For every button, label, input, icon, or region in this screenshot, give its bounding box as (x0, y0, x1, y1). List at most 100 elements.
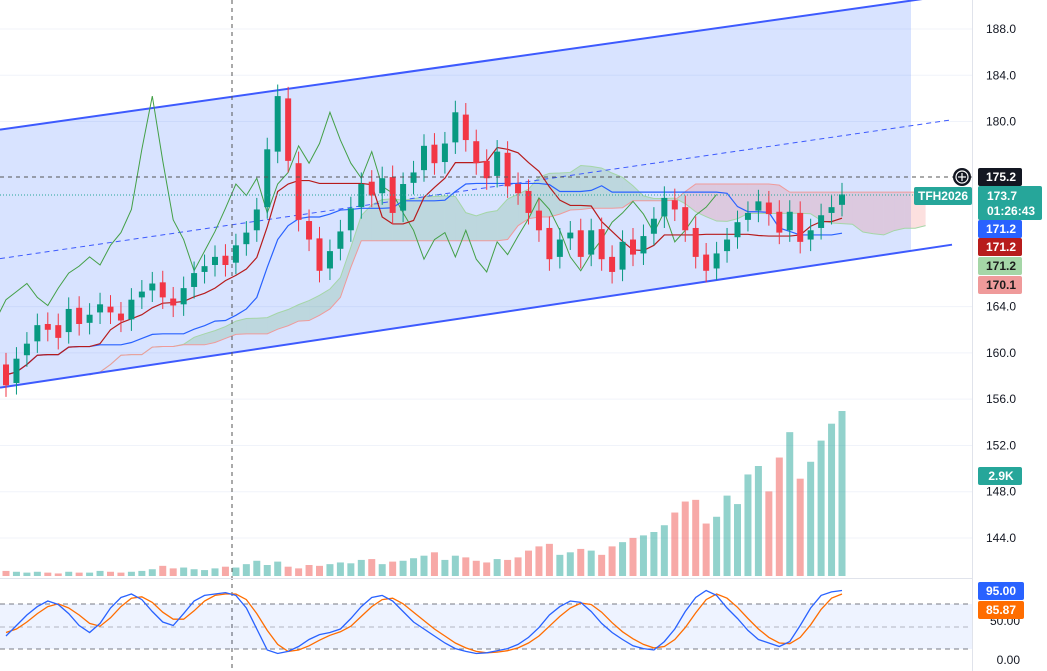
volume-bar (221, 566, 229, 576)
price-tick-label: 184.0 (986, 68, 1016, 82)
volume-bar (671, 512, 679, 576)
volume-bar (754, 466, 762, 576)
cloud-segment (288, 304, 299, 326)
volume-bar (316, 565, 323, 576)
candles (3, 84, 845, 397)
candle-body (797, 212, 804, 242)
volume-bar (232, 567, 240, 576)
volume-bar (807, 461, 815, 576)
price-tick-label: 152.0 (986, 438, 1016, 452)
candle-body (483, 160, 490, 179)
cloud-segment (862, 192, 874, 234)
volume-bar (577, 548, 585, 576)
volume-bar (410, 558, 418, 576)
cloud-segment (894, 192, 905, 231)
cloud-segment (424, 196, 435, 241)
volume-bar (44, 572, 52, 576)
cloud-segment (340, 247, 351, 298)
channel-upper-line[interactable] (0, 0, 952, 131)
price-tick-label: 148.0 (986, 485, 1016, 499)
candle-body (358, 184, 365, 208)
volume-bar (107, 571, 114, 576)
span-b-badge: 170.1 (978, 276, 1022, 294)
candle-body (682, 207, 689, 231)
candle-body (671, 200, 678, 210)
candle-body (306, 221, 313, 240)
conversion-line (5, 146, 843, 376)
candle-body (191, 273, 198, 287)
crosshair-add-icon[interactable] (953, 168, 971, 186)
crosshair-price-badge: 175.2 (978, 168, 1022, 186)
candle-body (285, 98, 292, 161)
volume-bar (587, 550, 595, 576)
volume-bar (504, 559, 512, 576)
channel-fill (0, 0, 911, 388)
candle-body (650, 218, 657, 234)
cloud-segment (256, 317, 268, 334)
volume-bar (692, 499, 700, 576)
candle-body (598, 229, 605, 260)
volume-bar (472, 560, 480, 576)
cloud-segment (789, 192, 801, 214)
cloud-segment (800, 192, 811, 214)
volume-bar (127, 571, 135, 576)
candle-body (839, 194, 845, 205)
base-line-badge-label: 171.2 (986, 222, 1016, 236)
stochastic-pane (0, 578, 972, 655)
volume-bar (75, 572, 83, 576)
candle-body (55, 325, 62, 338)
volume-bar (284, 566, 292, 576)
span-a-badge-bg (978, 257, 1022, 275)
conversion-line-badge-label: 171.2 (986, 240, 1016, 254)
volume-bar (159, 565, 167, 576)
volume-bar (336, 562, 344, 576)
cloud-segment (570, 165, 581, 211)
volume-bar (765, 491, 773, 576)
stochastic-d-badge: 85.87 (978, 601, 1024, 619)
cloud-segment (779, 185, 790, 214)
channel-lower-line[interactable] (0, 243, 953, 389)
grid-lines (0, 28, 972, 539)
volume-bar (263, 565, 271, 576)
conversion-line-badge: 171.2 (978, 238, 1022, 256)
cloud-segment (455, 196, 466, 241)
symbol-badge-bg (914, 187, 972, 205)
cloud-segment (727, 184, 738, 222)
volume-bar (535, 546, 543, 576)
cloud-segment (612, 173, 623, 209)
volume-bar (148, 569, 156, 576)
candle-body (744, 212, 751, 220)
volume-bar (305, 565, 313, 576)
span-a-badge: 171.2 (978, 257, 1022, 275)
candle-body (619, 241, 626, 270)
candle-body (212, 256, 218, 265)
cloud-segment (810, 192, 822, 221)
volume-bar (817, 440, 825, 576)
candle-body (201, 266, 208, 272)
volume-bar (420, 555, 428, 576)
candle-body (776, 211, 783, 233)
volume-bar (190, 569, 198, 576)
candle-body (138, 291, 145, 298)
candle-body (170, 298, 177, 306)
candle-body (159, 282, 166, 298)
cloud-segment (643, 195, 654, 201)
volume-bar (295, 568, 303, 576)
cloud-segment (204, 330, 215, 345)
candle-body (462, 114, 469, 141)
volume-bar (796, 478, 804, 576)
volume-bar (23, 572, 31, 576)
volume-bar (838, 411, 846, 576)
stochastic-d-badge-label: 85.87 (986, 603, 1016, 617)
volume-badge-label: 2.9K (988, 469, 1014, 483)
volume-bar (33, 571, 41, 576)
price-scale[interactable] (972, 0, 1047, 671)
candle-body (400, 184, 407, 211)
volume-bar (639, 535, 647, 576)
conversion-line-badge-bg (978, 238, 1022, 256)
candle-body (473, 141, 480, 164)
candle-body (713, 253, 720, 269)
volume-bar (451, 555, 459, 576)
volume-bar (660, 525, 668, 576)
